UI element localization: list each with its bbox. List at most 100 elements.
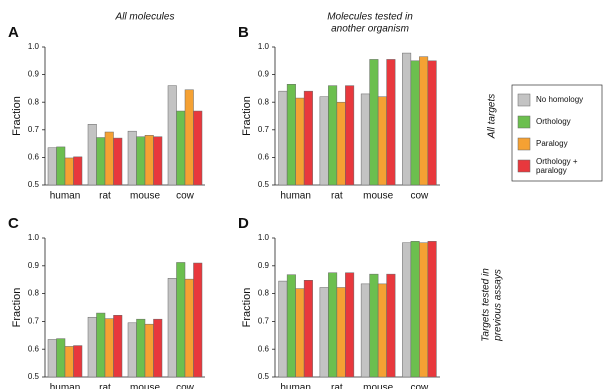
bar	[193, 262, 203, 378]
bar	[377, 283, 387, 378]
bar	[113, 315, 123, 378]
x-tick-label: cow	[176, 383, 195, 389]
legend-label: Orthology	[536, 117, 571, 126]
y-tick-label: 0.7	[28, 317, 40, 326]
legend-label: Paralogy	[536, 139, 568, 148]
bar	[328, 85, 338, 186]
legend-swatch	[517, 159, 531, 173]
bar	[410, 60, 420, 186]
x-tick-label: human	[280, 383, 311, 389]
y-tick-label: 0.5	[28, 180, 40, 189]
legend-swatch	[517, 115, 531, 129]
x-tick-label: rat	[331, 383, 343, 389]
y-tick-label: 0.7	[258, 125, 270, 134]
y-tick-label: 1.0	[28, 42, 40, 51]
bar	[360, 93, 370, 186]
bar	[336, 101, 346, 186]
bar	[136, 318, 146, 378]
bar	[278, 280, 288, 378]
bar	[303, 90, 313, 186]
bar	[56, 146, 66, 186]
legend-label: Orthology + paralogy	[536, 157, 578, 175]
bar	[56, 338, 66, 378]
bar	[295, 288, 305, 378]
bar	[369, 273, 379, 378]
bar	[153, 318, 163, 378]
y-axis-label: Fraction	[11, 96, 23, 136]
y-axis-label: Fraction	[241, 288, 253, 328]
row-label: Targets tested in	[481, 268, 492, 342]
y-tick-label: 0.9	[28, 261, 40, 270]
x-tick-label: cow	[410, 191, 429, 202]
y-tick-label: 0.8	[258, 97, 270, 106]
bar	[377, 96, 387, 186]
bar	[360, 283, 370, 378]
bar	[96, 312, 106, 378]
y-tick-label: 0.9	[258, 261, 270, 270]
y-tick-label: 0.5	[28, 372, 40, 381]
y-tick-label: 0.8	[258, 289, 270, 298]
bar	[345, 272, 355, 378]
bar	[104, 131, 114, 186]
bar	[386, 59, 396, 186]
bar	[328, 272, 338, 378]
panel-letter: A	[8, 24, 19, 41]
bar	[319, 96, 329, 186]
bar	[176, 110, 186, 186]
y-tick-label: 0.6	[28, 344, 40, 353]
bar	[386, 273, 396, 378]
bar	[286, 274, 296, 378]
bar	[113, 137, 123, 186]
bar	[153, 136, 163, 186]
bar	[73, 156, 83, 186]
y-axis-label: Fraction	[241, 96, 253, 136]
bar	[193, 110, 203, 186]
y-tick-label: 0.7	[258, 317, 270, 326]
bar	[104, 318, 114, 378]
bar	[286, 84, 296, 186]
bar	[419, 242, 429, 378]
y-tick-label: 0.5	[258, 372, 270, 381]
y-tick-label: 0.5	[258, 180, 270, 189]
y-tick-label: 0.6	[258, 153, 270, 162]
bar	[402, 242, 412, 378]
y-tick-label: 1.0	[28, 233, 40, 242]
x-tick-label: rat	[331, 191, 343, 202]
x-tick-label: human	[50, 191, 81, 202]
bar	[167, 278, 177, 378]
bar	[336, 287, 346, 378]
y-tick-label: 0.6	[258, 344, 270, 353]
x-tick-label: human	[280, 191, 311, 202]
y-tick-label: 0.7	[28, 125, 40, 134]
bar	[295, 97, 305, 186]
y-tick-label: 0.8	[28, 289, 40, 298]
x-tick-label: mouse	[130, 191, 160, 202]
bar	[176, 262, 186, 378]
bar	[144, 323, 154, 378]
bar	[278, 90, 288, 186]
bar	[87, 124, 97, 186]
x-tick-label: cow	[176, 191, 195, 202]
x-tick-label: cow	[410, 383, 429, 389]
y-axis-label: Fraction	[11, 288, 23, 328]
x-tick-label: mouse	[363, 383, 393, 389]
bar	[319, 287, 329, 378]
bar	[419, 56, 429, 186]
panel-title: another organism	[331, 24, 409, 35]
bar	[136, 136, 146, 186]
bar	[427, 241, 437, 378]
bar	[427, 60, 437, 186]
legend: No homology Orthology Paralogy Orthology + p…	[511, 84, 603, 182]
bar	[345, 85, 355, 186]
row-label: previous assays	[493, 269, 504, 342]
panel-letter: C	[8, 215, 19, 232]
x-tick-label: rat	[99, 383, 111, 389]
legend-swatch	[517, 137, 531, 151]
y-tick-label: 0.9	[28, 70, 40, 79]
bar	[47, 147, 57, 186]
x-tick-label: mouse	[363, 191, 393, 202]
panel-title: All molecules	[115, 12, 175, 23]
y-tick-label: 0.8	[28, 97, 40, 106]
panel-letter: D	[238, 215, 249, 232]
